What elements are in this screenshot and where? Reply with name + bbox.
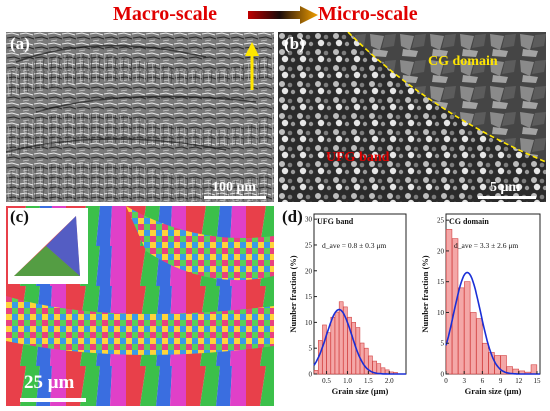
histogram-bar <box>482 342 489 375</box>
panel-a-scale-bar-label: 100 μm <box>212 180 257 195</box>
histogram-title: UFG band <box>317 217 354 226</box>
fit-curve <box>445 271 540 375</box>
y-tick-label: 20 <box>437 247 445 255</box>
y-tick-label: 20 <box>305 267 313 275</box>
histogram-annotation: d_ave = 0.8 ± 0.3 μm <box>322 241 386 250</box>
panel-a-texture <box>6 32 274 202</box>
x-tick-label: 0.5 <box>322 377 331 385</box>
x-tick-label: 12 <box>515 377 523 385</box>
histogram-bar <box>326 332 331 375</box>
x-tick-label: 6 <box>481 377 485 385</box>
y-tick-label: 0 <box>309 371 313 379</box>
histogram-title: CG domain <box>449 217 489 226</box>
histogram-bar <box>334 311 340 375</box>
micro-scale-label: Micro-scale <box>318 3 418 25</box>
x-tick-label: 9 <box>499 377 503 385</box>
y-axis-label: Number fraction (%) <box>420 255 430 332</box>
panel-c-ebsd-map: (c) 25 μm <box>6 206 274 406</box>
panel-b-scale-bar-label: 5 μm <box>490 180 521 195</box>
histogram-bar <box>322 324 327 375</box>
histogram-bar <box>530 364 538 375</box>
panel-b-texture <box>278 32 546 202</box>
fit-curve <box>313 308 406 375</box>
ufg-band-label: UFG band <box>326 150 390 165</box>
x-tick-label: 1.5 <box>364 377 373 385</box>
panel-c-texture <box>6 206 274 406</box>
histogram-bar <box>500 355 507 375</box>
y-tick-label: 10 <box>305 319 313 327</box>
cg-domain-label: CG domain <box>428 54 498 69</box>
histogram-annotation: d_ave = 3.3 ± 2.6 μm <box>454 241 518 250</box>
y-tick-label: 5 <box>309 345 313 353</box>
x-tick-label: 1.0 <box>343 377 352 385</box>
x-axis-label: Grain size (μm) <box>465 386 522 396</box>
histogram-bar <box>457 287 465 375</box>
histogram-bar <box>464 281 471 375</box>
y-tick-label: 25 <box>305 241 313 249</box>
panel-d-label: (d) <box>282 207 303 226</box>
histogram-bar <box>351 322 357 375</box>
macro-scale-label: Macro-scale <box>113 3 218 25</box>
y-tick-label: 10 <box>437 309 445 317</box>
x-tick-label: 0 <box>444 377 448 385</box>
panel-b-sem-micrograph: (b) CG domain UFG band 5 μm <box>278 32 546 202</box>
histogram-bar <box>330 316 336 375</box>
histogram-bar <box>494 355 501 375</box>
panel-c-scale-bar-label: 25 μm <box>24 372 75 393</box>
y-axis-label: Number fraction (%) <box>288 255 298 332</box>
panel-a-label: (a) <box>10 34 30 53</box>
panel-d-histograms: (d) 0.5 1.0 1.5 2.0 0 5 10 15 20 25 30 UFG band d_av… <box>278 206 546 406</box>
histogram-bar <box>313 370 319 375</box>
histogram-bar <box>445 229 453 375</box>
cg-histogram: 0 3 6 9 12 15 0 5 10 15 20 25 CG domain d_ave = 3.3 ±… <box>420 213 541 396</box>
y-tick-label: 5 <box>441 340 445 348</box>
histogram-bar <box>470 312 477 375</box>
histogram-bar <box>476 318 483 375</box>
scale-header: Macro-scale Micro-scale <box>0 0 550 28</box>
y-tick-label: 25 <box>437 217 445 225</box>
ufg-histogram: 0.5 1.0 1.5 2.0 0 5 10 15 20 25 30 UFG band d_ave = … <box>288 213 407 396</box>
y-tick-label: 15 <box>437 278 445 286</box>
panel-b-label: (b) <box>284 34 305 53</box>
x-tick-label: 3 <box>462 377 466 385</box>
histogram-bar <box>376 363 382 375</box>
x-axis-label: Grain size (μm) <box>332 386 389 396</box>
y-tick-label: 30 <box>305 216 313 224</box>
panel-a-sem-micrograph: (a) 100 μm <box>6 32 274 202</box>
x-tick-label: 2.0 <box>385 377 394 385</box>
y-tick-label: 15 <box>305 293 313 301</box>
scale-arrow-icon <box>248 6 318 24</box>
y-tick-label: 0 <box>441 371 445 379</box>
panel-c-label: (c) <box>10 207 29 226</box>
x-tick-label: 15 <box>533 377 541 385</box>
